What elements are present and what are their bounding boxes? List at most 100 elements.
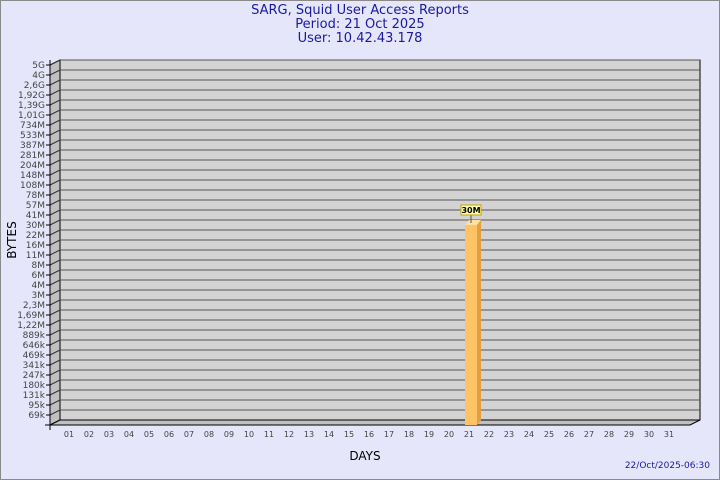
y-tick-label: 108M — [20, 181, 45, 191]
gridline-wall — [49, 309, 61, 316]
bar-side — [477, 220, 481, 425]
gridline-wall — [49, 149, 61, 156]
gridline-wall — [49, 189, 61, 196]
x-tick-label: 29 — [624, 430, 634, 439]
gridline-wall — [49, 369, 61, 376]
y-tick-label: 1,69M — [17, 311, 45, 321]
y-tick-label: 281M — [20, 151, 45, 161]
y-tick-label: 341k — [23, 361, 46, 371]
x-tick-label: 25 — [544, 430, 554, 439]
y-axis-label: BYTES — [5, 221, 19, 258]
gridline-wall — [49, 109, 61, 116]
x-tick-label: 14 — [324, 430, 334, 439]
y-tick-label: 204M — [20, 161, 45, 171]
y-tick-label: 2,3M — [23, 301, 45, 311]
gridline-wall — [49, 279, 61, 286]
y-tick-label: 5G — [32, 61, 45, 71]
chart-period: Period: 21 Oct 2025 — [295, 17, 425, 32]
y-tick-label: 6M — [32, 271, 46, 281]
y-tick-label: 734M — [20, 121, 45, 131]
gridline-wall — [49, 229, 61, 236]
x-tick-label: 10 — [244, 430, 254, 439]
x-tick-label: 30 — [644, 430, 654, 439]
y-tick-label: 148M — [20, 171, 45, 181]
gridline-wall — [49, 69, 61, 76]
x-tick-label: 02 — [84, 430, 94, 439]
y-tick-label: 11M — [26, 251, 45, 261]
gridline-wall — [49, 259, 61, 266]
gridline-wall — [49, 239, 61, 246]
x-tick-label: 27 — [584, 430, 594, 439]
bar — [465, 225, 477, 425]
floor — [49, 419, 701, 426]
x-tick-label: 05 — [144, 430, 154, 439]
x-tick-label: 01 — [64, 430, 74, 439]
y-tick-label: 16M — [26, 241, 45, 251]
x-tick-label: 19 — [424, 430, 434, 439]
y-tick-label: 889k — [23, 331, 46, 341]
x-tick-label: 04 — [124, 430, 134, 439]
y-tick-label: 22M — [26, 231, 45, 241]
x-tick-label: 06 — [164, 430, 174, 439]
gridline-wall — [49, 249, 61, 256]
x-tick-label: 13 — [304, 430, 314, 439]
y-tick-label: 533M — [20, 131, 45, 141]
gridline-wall — [49, 99, 61, 106]
y-tick-label: 41M — [26, 211, 45, 221]
y-tick-label: 1,39G — [18, 101, 45, 111]
gridline-wall — [49, 379, 61, 386]
y-tick-label: 387M — [20, 141, 45, 151]
x-tick-label: 15 — [344, 430, 354, 439]
y-tick-label: 2,6G — [24, 81, 45, 91]
y-tick-label: 469k — [23, 351, 46, 361]
gridline-wall — [49, 179, 61, 186]
gridline-wall — [49, 159, 61, 166]
y-tick-label: 1,01G — [18, 111, 45, 121]
x-tick-label: 09 — [224, 430, 234, 439]
x-tick-label: 20 — [444, 430, 454, 439]
y-tick-label: 4G — [32, 71, 45, 81]
y-tick-label: 131k — [23, 391, 46, 401]
x-tick-label: 03 — [104, 430, 114, 439]
bar-value-label: 30M — [461, 206, 480, 215]
y-tick-label: 57M — [26, 201, 45, 211]
y-tick-label: 1,22M — [17, 321, 45, 331]
gridline-wall — [49, 329, 61, 336]
timestamp: 22/Oct/2025-06:30 — [624, 461, 710, 471]
gridline-wall — [49, 219, 61, 226]
gridline-wall — [49, 269, 61, 276]
gridline-wall — [49, 119, 61, 126]
gridline-wall — [49, 89, 61, 96]
x-tick-label: 16 — [364, 430, 374, 439]
x-axis-label: DAYS — [349, 449, 380, 463]
gridline-wall — [49, 289, 61, 296]
x-tick-label: 31 — [664, 430, 674, 439]
y-tick-label: 95k — [28, 401, 45, 411]
y-tick-label: 247k — [23, 371, 46, 381]
x-tick-label: 26 — [564, 430, 574, 439]
x-tick-label: 21 — [464, 430, 474, 439]
y-tick-label: 646k — [23, 341, 46, 351]
x-tick-label: 22 — [484, 430, 494, 439]
y-tick-label: 3M — [32, 291, 46, 301]
x-tick-label: 23 — [504, 430, 514, 439]
gridline-wall — [49, 339, 61, 346]
y-tick-label: 8M — [32, 261, 46, 271]
gridline-wall — [49, 389, 61, 396]
x-tick-label: 28 — [604, 430, 614, 439]
x-tick-label: 11 — [264, 430, 274, 439]
x-tick-label: 24 — [524, 430, 534, 439]
gridline-wall — [49, 359, 61, 366]
y-tick-label: 78M — [26, 191, 45, 201]
gridline-wall — [49, 299, 61, 306]
y-tick-label: 69k — [28, 411, 45, 421]
gridline-wall — [49, 139, 61, 146]
x-tick-label: 08 — [204, 430, 214, 439]
gridline-wall — [49, 349, 61, 356]
y-tick-label: 1,92G — [18, 91, 45, 101]
chart-user: User: 10.42.43.178 — [297, 31, 423, 46]
gridline-wall — [49, 59, 61, 66]
gridline-wall — [49, 209, 61, 216]
y-tick-label: 4M — [32, 281, 46, 291]
